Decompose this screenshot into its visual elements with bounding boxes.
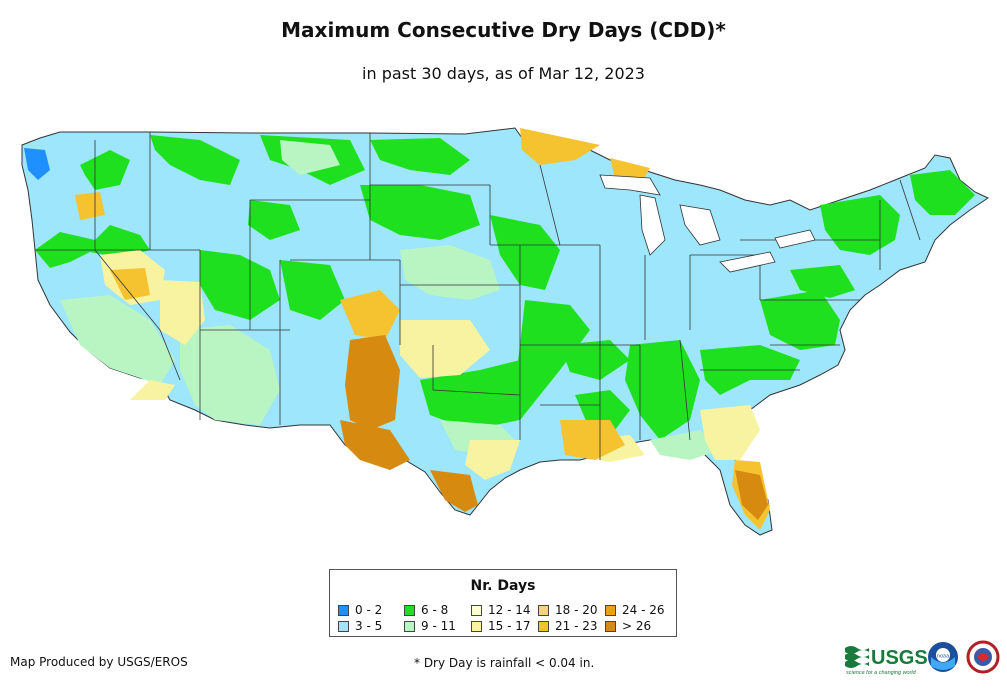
dry-day-footnote: * Dry Day is rainfall < 0.04 in. <box>414 656 595 670</box>
legend-swatch <box>404 605 415 616</box>
legend-item-3-5: 3 - 5 <box>338 620 382 633</box>
legend-swatch <box>404 621 415 632</box>
legend-item-over-26: > 26 <box>605 620 651 633</box>
legend-title: Nr. Days <box>470 578 536 594</box>
agency-logos: USGS science for a changing world noaa <box>845 640 1000 676</box>
svg-text:USGS: USGS <box>871 647 928 669</box>
legend-item-18-20: 18 - 20 <box>538 604 598 617</box>
map-subtitle: in past 30 days, as of Mar 12, 2023 <box>362 64 645 83</box>
nws-logo <box>966 640 1000 674</box>
legend-swatch <box>605 621 616 632</box>
region-9-11 <box>60 140 720 460</box>
legend-item-9-11: 9 - 11 <box>404 620 456 633</box>
region-0-2 <box>24 148 50 180</box>
noaa-logo: noaa <box>928 642 958 672</box>
svg-text:science for a changing world: science for a changing world <box>846 670 917 676</box>
cdd-map <box>21 127 990 536</box>
legend-swatch <box>538 605 549 616</box>
usgs-logo: USGS science for a changing world <box>845 646 928 676</box>
region-12-17 <box>100 250 760 480</box>
legend: Nr. Days 0 - 2 3 - 5 6 - 8 9 - 11 12 - 1… <box>329 569 677 637</box>
legend-swatch <box>605 605 616 616</box>
legend-item-24-26: 24 - 26 <box>605 604 665 617</box>
legend-item-15-17: 15 - 17 <box>471 620 531 633</box>
svg-text:noaa: noaa <box>937 654 949 660</box>
legend-item-12-14: 12 - 14 <box>471 604 531 617</box>
legend-swatch <box>471 605 482 616</box>
legend-swatch <box>471 621 482 632</box>
legend-swatch <box>538 621 549 632</box>
legend-swatch <box>338 621 349 632</box>
legend-item-6-8: 6 - 8 <box>404 604 448 617</box>
legend-item-21-23: 21 - 23 <box>538 620 598 633</box>
great-lakes <box>599 174 816 273</box>
map-credit: Map Produced by USGS/EROS <box>10 655 188 669</box>
map-title: Maximum Consecutive Dry Days (CDD)* <box>281 18 726 42</box>
legend-item-0-2: 0 - 2 <box>338 604 382 617</box>
region-over-26 <box>340 335 768 520</box>
legend-swatch <box>338 605 349 616</box>
